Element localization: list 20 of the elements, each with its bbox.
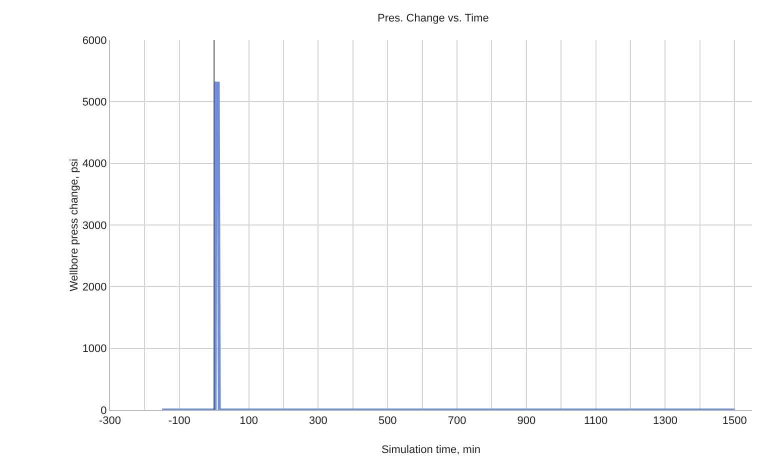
- y-tick-label: 3000: [82, 220, 107, 232]
- y-axis-title: Wellbore press change, psi: [68, 158, 80, 292]
- x-tick-label: 700: [448, 415, 466, 428]
- x-tick-label: 900: [517, 415, 536, 428]
- x-tick-label: 1100: [584, 415, 608, 428]
- x-tick-label: -100: [168, 415, 190, 428]
- y-tick-label: 0: [100, 404, 107, 417]
- x-tick-label: -300: [98, 415, 122, 428]
- chart-title: Pres. Change vs. Time: [378, 12, 489, 25]
- x-axis-title: Simulation time, min: [381, 444, 481, 456]
- y-tick-label: 4000: [82, 158, 107, 170]
- y-tick-label: 5000: [82, 96, 107, 109]
- y-tick-label: 2000: [82, 282, 107, 294]
- x-tick-label: 1300: [653, 415, 678, 428]
- x-tick-label: 500: [378, 415, 397, 428]
- y-tick-label: 6000: [82, 34, 107, 47]
- x-tick-label: 1500: [722, 415, 747, 428]
- y-tick-label: 1000: [82, 343, 107, 356]
- x-tick-label: 300: [309, 415, 328, 428]
- x-tick-label: 100: [240, 415, 258, 428]
